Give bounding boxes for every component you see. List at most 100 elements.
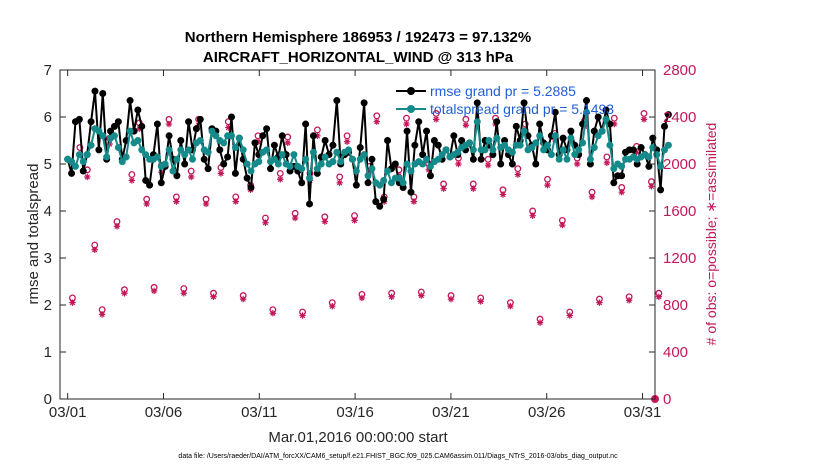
rmse-point <box>415 118 423 126</box>
obs-assimilated-marker <box>484 161 492 169</box>
obs-assimilated-marker <box>455 160 462 168</box>
spread-point <box>582 108 590 116</box>
plot-frame <box>59 69 656 400</box>
rmse-point <box>309 132 317 140</box>
obs-assimilated-marker <box>462 122 470 129</box>
spread-point <box>185 146 193 154</box>
spread-point <box>298 165 306 173</box>
axis-ticks: 03/01 03/06 03/11 03/16 03/21 03/26 03/3101234… <box>44 62 697 421</box>
spread-point <box>352 167 360 175</box>
legend-marker <box>407 87 415 95</box>
spread-point <box>657 162 665 170</box>
spread-point <box>571 151 579 159</box>
obs-assimilated-marker <box>84 173 91 181</box>
spread-point <box>286 162 294 170</box>
spread-point <box>508 148 516 156</box>
spread-point <box>493 134 501 142</box>
rmse-point <box>512 122 520 130</box>
spread-point <box>469 146 477 154</box>
rmse-point <box>243 174 251 182</box>
spread-point <box>134 137 142 144</box>
spread-point <box>348 155 356 163</box>
obs-possible-marker <box>603 153 611 161</box>
rmse-point <box>458 137 466 144</box>
obs-possible-marker <box>484 155 492 163</box>
obs-assimilated-marker <box>625 297 633 304</box>
spread-point <box>575 146 583 154</box>
spread-point <box>79 158 87 166</box>
obs-assimilated-marker <box>514 171 522 178</box>
spread-point <box>212 132 220 140</box>
obs-assimilated-marker <box>232 198 239 205</box>
rmse-point <box>590 127 598 135</box>
obs-possible-marker <box>76 144 84 151</box>
rmse-point <box>267 165 275 173</box>
spread-point <box>465 139 473 147</box>
spread-point <box>274 160 282 168</box>
y-axis-label-right: # of obs: o=possible; ∗=assimilated <box>703 123 719 346</box>
obs-possible-marker <box>343 132 351 140</box>
rmse-point <box>114 118 122 126</box>
spread-point <box>485 137 493 144</box>
spread-point <box>395 174 403 182</box>
y-tick-label-right: 1600 <box>663 203 696 220</box>
spread-point <box>95 127 103 135</box>
spread-point <box>337 158 345 166</box>
spread-point <box>454 148 462 156</box>
spread-point <box>329 158 337 166</box>
rmse-point <box>200 155 208 163</box>
spread-point <box>664 141 672 149</box>
rmse-point <box>216 146 224 154</box>
obs-assimilated-marker <box>447 295 455 303</box>
obs-assimilated-marker <box>217 170 225 177</box>
spread-point <box>380 176 388 184</box>
rmse-point <box>231 169 239 177</box>
spread-point <box>110 132 118 140</box>
legend-label: totalspread grand pr = 5.1493 <box>430 101 614 117</box>
spread-point <box>118 158 126 166</box>
rmse-point <box>360 99 368 107</box>
obs-assimilated-marker <box>150 287 158 295</box>
rmse-point <box>423 127 431 135</box>
rmse-point <box>372 198 380 206</box>
rmse-point <box>138 122 146 130</box>
spread-point <box>228 132 236 140</box>
obs-assimilated-marker <box>440 185 447 192</box>
y-tick-label-left: 1 <box>44 344 52 361</box>
spread-point <box>181 151 189 159</box>
rmse-point <box>329 141 337 149</box>
spread-point <box>169 167 177 175</box>
spread-point <box>345 146 353 154</box>
spread-point <box>540 146 548 154</box>
spread-point <box>532 139 540 147</box>
spread-point <box>555 155 563 163</box>
rmse-point <box>298 179 306 187</box>
rmse-point <box>582 97 590 105</box>
rmse-point <box>520 99 528 107</box>
rmse-point <box>477 155 485 163</box>
rmse-point <box>278 132 286 140</box>
spread-point <box>473 118 481 126</box>
obs-assimilated-marker <box>432 116 440 123</box>
rmse-point <box>146 181 154 189</box>
rmse-point <box>75 115 83 123</box>
y-tick-label-right: 2400 <box>663 109 696 126</box>
obs-possible-marker <box>187 167 195 175</box>
obs-assimilated-marker <box>329 302 336 310</box>
spread-point <box>387 179 395 187</box>
obs-assimilated-marker <box>173 198 180 205</box>
legend-label: rmse grand pr = 5.2885 <box>430 83 576 99</box>
obs-assimilated-marker <box>128 177 136 184</box>
spread-point <box>368 165 376 173</box>
obs-assimilated-marker <box>299 312 306 319</box>
obs-possible-marker <box>276 169 284 177</box>
spread-point <box>235 134 243 142</box>
obs-assimilated-marker <box>239 295 247 303</box>
spread-point <box>153 153 161 161</box>
rmse-point <box>177 137 185 144</box>
spread-point <box>220 139 228 147</box>
spread-point <box>138 146 146 154</box>
rmse-point <box>384 137 392 144</box>
obs-possible-marker <box>640 110 648 117</box>
spread-point <box>173 155 181 163</box>
